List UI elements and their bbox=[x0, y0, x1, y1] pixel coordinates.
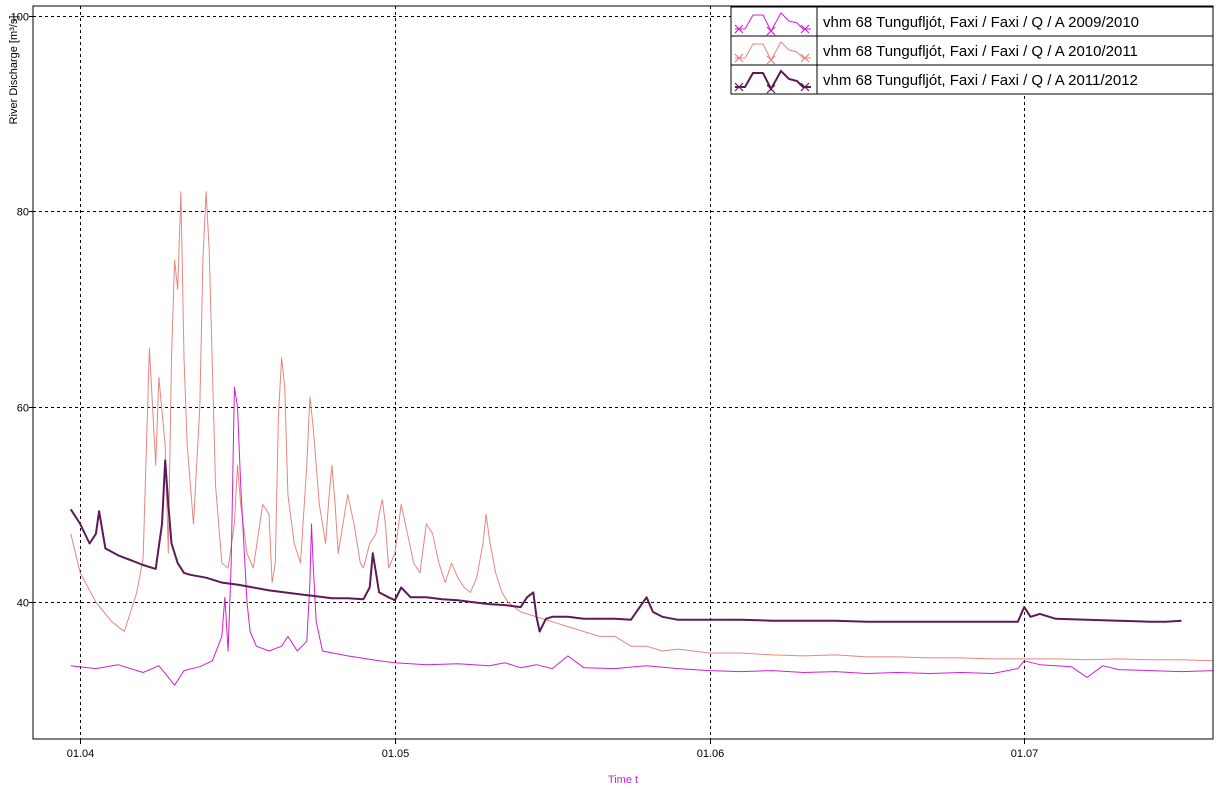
y-tick-label: 40 bbox=[17, 598, 29, 610]
legend-marker bbox=[766, 55, 776, 65]
legend-swatch-line bbox=[735, 69, 811, 92]
x-tick-label: 01.05 bbox=[382, 748, 410, 760]
x-tick-label: 01.04 bbox=[67, 748, 95, 760]
legend-marker bbox=[766, 84, 776, 94]
y-axis-label: River Discharge [m³/s] bbox=[8, 16, 20, 125]
series-lines bbox=[69, 191, 1214, 686]
series-line-2 bbox=[70, 191, 1214, 662]
legend-row-box bbox=[730, 35, 1214, 66]
legend: vhm 68 Tungufljót, Faxi / Faxi / Q / A 2… bbox=[730, 6, 1214, 95]
series-line-1 bbox=[70, 386, 1214, 686]
legend-label: vhm 68 Tungufljót, Faxi / Faxi / Q / A 2… bbox=[823, 14, 1139, 31]
plot-frame bbox=[32, 5, 1214, 740]
y-tick-label: 80 bbox=[17, 207, 29, 219]
legend-marker bbox=[800, 24, 810, 34]
legend-marker bbox=[734, 24, 744, 34]
series-line-3 bbox=[69, 459, 1182, 633]
legend-row-box bbox=[730, 6, 1214, 37]
legend-row-box bbox=[730, 64, 1214, 95]
axis-ticks: 01.04 01.05 01.06 01.07 40 60 80 100 bbox=[11, 12, 1039, 761]
grid bbox=[33, 6, 1213, 739]
legend-label: vhm 68 Tungufljót, Faxi / Faxi / Q / A 2… bbox=[823, 72, 1138, 89]
y-tick-label: 60 bbox=[17, 403, 29, 415]
legend-swatch-line bbox=[735, 12, 811, 33]
legend-marker bbox=[734, 53, 744, 63]
legend-item-3: vhm 68 Tungufljót, Faxi / Faxi / Q / A 2… bbox=[730, 64, 1214, 95]
legend-item-2: vhm 68 Tungufljót, Faxi / Faxi / Q / A 2… bbox=[730, 35, 1214, 66]
legend-marker bbox=[800, 53, 810, 63]
x-tick-label: 01.06 bbox=[697, 748, 725, 760]
legend-label: vhm 68 Tungufljót, Faxi / Faxi / Q / A 2… bbox=[823, 43, 1138, 60]
legend-item-1: vhm 68 Tungufljót, Faxi / Faxi / Q / A 2… bbox=[730, 6, 1214, 37]
legend-marker bbox=[734, 82, 744, 92]
legend-marker bbox=[800, 82, 810, 92]
x-axis-label: Time t bbox=[608, 774, 638, 786]
x-tick-label: 01.07 bbox=[1011, 748, 1039, 760]
legend-marker bbox=[766, 26, 776, 36]
y-tick-label: 100 bbox=[11, 12, 29, 24]
legend-swatch-line bbox=[735, 41, 811, 62]
